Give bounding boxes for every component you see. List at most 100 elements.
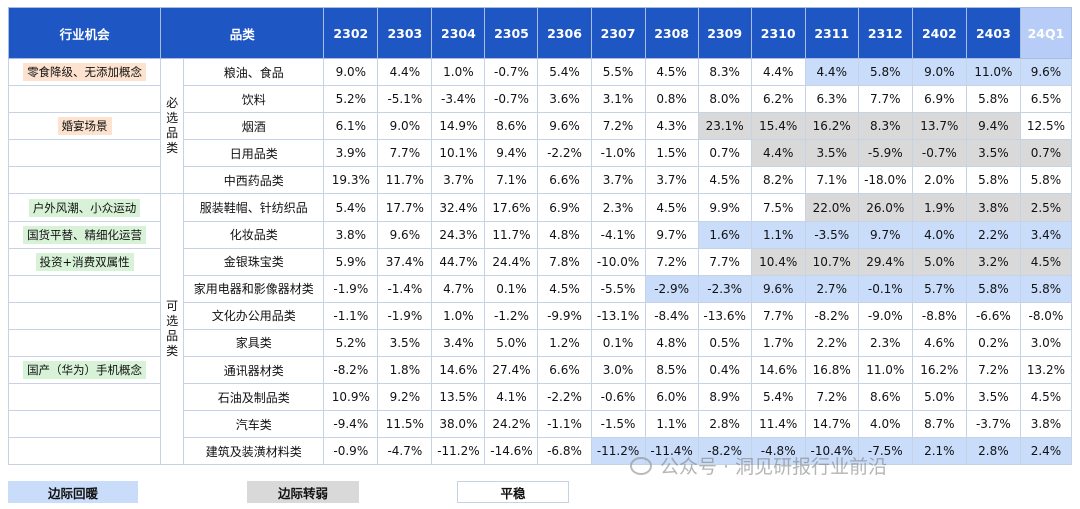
table-row: 汽车类 -9.4% 11.5% 38.0% 24.2% -1.1% -1.5% 1.1% 2.8… (7, 410, 1073, 439)
value-cell: -4.1% (590, 220, 646, 249)
value-cell: 9.0% (377, 112, 433, 141)
category-cell: 服装鞋帽、针纺织品 (183, 193, 325, 222)
value-cell: 4.4% (750, 139, 806, 168)
value-cell: -4.7% (377, 437, 433, 466)
value-cell: 0.7% (697, 139, 752, 168)
value-cell: 2.7% (804, 274, 859, 303)
value-cell: 4.5% (697, 166, 752, 195)
value-cell: 37.4% (377, 247, 433, 276)
wechat-icon (630, 456, 652, 475)
value-cell: 9.6% (1019, 57, 1073, 87)
value-cell: -18.0% (857, 166, 913, 195)
value-cell: 2.0% (911, 166, 967, 195)
value-cell: 1.0% (431, 57, 486, 87)
group-label: 必选品类 (166, 96, 179, 156)
value-cell: 11.0% (857, 356, 913, 385)
value-cell: 3.5% (965, 383, 1021, 412)
watermark: 公众号 · 洞见研报行业前沿 (630, 452, 887, 479)
group-label: 可选品类 (166, 299, 179, 359)
value-cell: 14.6% (431, 356, 486, 385)
value-cell: 8.5% (644, 356, 699, 385)
value-cell: -1.1% (537, 410, 592, 439)
value-cell: 16.8% (804, 356, 859, 385)
value-cell: -8.4% (644, 301, 699, 330)
value-cell: 5.8% (857, 57, 913, 87)
value-cell: 12.5% (1019, 112, 1073, 141)
opportunity-tag: 零食降级、无添加概念 (23, 63, 147, 82)
value-cell: 9.0% (911, 57, 967, 87)
value-cell: 27.4% (484, 356, 539, 385)
value-cell: 3.7% (644, 166, 699, 195)
value-cell: 8.9% (697, 383, 752, 412)
value-cell: -11.2% (590, 437, 646, 466)
value-cell: 13.5% (431, 383, 486, 412)
category-cell: 石油及制品类 (183, 383, 325, 412)
value-cell: 4.4% (804, 57, 859, 87)
table-row: 石油及制品类 10.9% 9.2% 13.5% 4.1% -2.2% -0.6% 6.0% 8.… (7, 383, 1073, 412)
value-cell: -8.8% (911, 301, 967, 330)
value-cell: 0.8% (644, 85, 699, 114)
value-cell: 4.3% (644, 112, 699, 141)
opportunity-cell (7, 437, 162, 466)
value-cell: -9.9% (537, 301, 592, 330)
value-cell: 4.4% (377, 57, 433, 87)
value-cell: -8.0% (1019, 301, 1073, 330)
value-cell: 1.9% (911, 193, 967, 222)
category-cell: 化妆品类 (183, 220, 325, 249)
header-period: 2311 (804, 7, 859, 59)
value-cell: -1.9% (323, 274, 379, 303)
value-cell: -0.6% (590, 383, 646, 412)
value-cell: -9.4% (323, 410, 379, 439)
header-period: 2307 (590, 7, 646, 59)
value-cell: -7.5% (857, 437, 913, 466)
value-cell: 2.2% (804, 328, 859, 358)
value-cell: -14.6% (484, 437, 539, 466)
value-cell: -1.2% (484, 301, 539, 330)
table-row: 家用电器和影像器材类 -1.9% -1.4% 4.7% 0.1% 4.5% -5.5% -2.… (7, 274, 1073, 303)
value-cell: 16.2% (911, 356, 967, 385)
value-cell: 10.9% (323, 383, 379, 412)
value-cell: -10.4% (804, 437, 859, 466)
value-cell: 11.0% (965, 57, 1021, 87)
value-cell: 6.9% (911, 85, 967, 114)
category-cell: 文化办公用品类 (183, 301, 325, 330)
value-cell: -1.9% (377, 301, 433, 330)
value-cell: 2.8% (965, 437, 1021, 466)
table-row: 文化办公用品类 -1.1% -1.9% 1.0% -1.2% -9.9% -13.1% -8.… (7, 301, 1073, 330)
opportunity-tag: 投资+消费双属性 (35, 252, 134, 271)
value-cell: 5.8% (1019, 166, 1073, 195)
value-cell: 9.2% (377, 383, 433, 412)
value-cell: 0.1% (590, 328, 646, 358)
value-cell: -0.7% (484, 57, 539, 87)
value-cell: 17.6% (484, 193, 539, 222)
value-cell: 3.1% (590, 85, 646, 114)
value-cell: 6.9% (537, 193, 592, 222)
opportunity-cell (7, 139, 162, 168)
value-cell: 7.7% (857, 85, 913, 114)
value-cell: 7.7% (377, 139, 433, 168)
value-cell: 2.2% (965, 220, 1021, 249)
value-cell: 2.5% (1019, 193, 1073, 222)
category-cell: 日用品类 (183, 139, 325, 168)
value-cell: -3.5% (804, 220, 859, 249)
opportunity-cell: 国货平替、精细化运营 (7, 220, 162, 249)
value-cell: 4.0% (911, 220, 967, 249)
category-cell: 金银珠宝类 (183, 247, 325, 276)
category-cell: 家用电器和影像器材类 (183, 274, 325, 303)
value-cell: 4.1% (484, 383, 539, 412)
value-cell: 5.0% (911, 247, 967, 276)
value-cell: 44.7% (431, 247, 486, 276)
value-cell: 8.6% (484, 112, 539, 141)
value-cell: -3.7% (965, 410, 1021, 439)
table-row: 国产（华为）手机概念 通讯器材类 -8.2% 1.8% 14.6% 27.4% 6.6% 3.… (7, 356, 1073, 385)
value-cell: 10.7% (804, 247, 859, 276)
value-cell: -5.9% (857, 139, 913, 168)
value-cell: 5.4% (323, 193, 379, 222)
header-category: 品类 (160, 7, 325, 59)
value-cell: -2.2% (537, 383, 592, 412)
table-body: 零食降级、无添加概念 必选品类 粮油、食品 9.0% 4.4% 1.0% -0.7% 5.4%… (7, 57, 1073, 466)
value-cell: 6.2% (750, 85, 806, 114)
value-cell: 8.0% (697, 85, 752, 114)
value-cell: 4.5% (644, 193, 699, 222)
opportunity-cell (7, 301, 162, 330)
